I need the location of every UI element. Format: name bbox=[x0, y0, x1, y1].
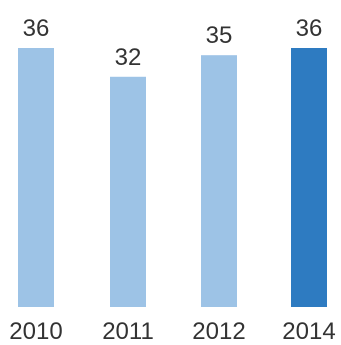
value-label-2010: 36 bbox=[23, 15, 50, 42]
value-label-2011: 32 bbox=[115, 44, 142, 71]
value-label-2014: 36 bbox=[296, 15, 323, 42]
x-tick-label-2012: 2012 bbox=[192, 318, 245, 345]
bar-2010 bbox=[18, 48, 54, 307]
value-label-2012: 35 bbox=[206, 22, 233, 49]
x-tick-labels-group: 2010 2011 2012 2014 bbox=[9, 318, 335, 345]
bar-2014 bbox=[291, 48, 327, 307]
x-tick-label-2010: 2010 bbox=[9, 318, 62, 345]
value-labels-group: 36 32 35 36 bbox=[23, 15, 323, 71]
bars-group bbox=[18, 48, 327, 308]
x-tick-label-2011: 2011 bbox=[102, 318, 154, 345]
x-tick-label-2014: 2014 bbox=[282, 318, 335, 345]
bar-2011 bbox=[110, 76, 146, 308]
bar-2012 bbox=[201, 55, 237, 307]
